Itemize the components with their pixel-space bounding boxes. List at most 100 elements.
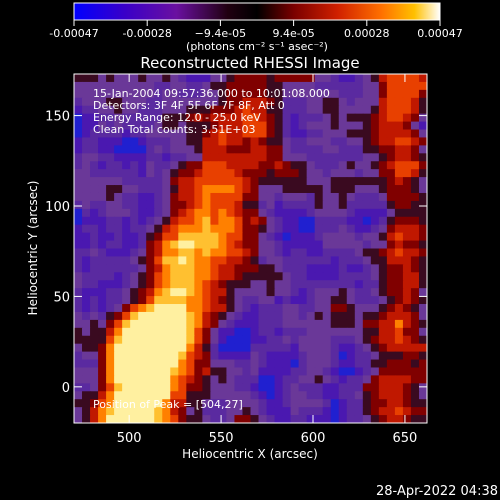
heatmap-cell [370, 97, 380, 107]
heatmap-cell [306, 97, 316, 107]
heatmap-cell [114, 288, 123, 297]
heatmap-cell [394, 367, 404, 377]
heatmap-cell [202, 399, 211, 408]
heatmap-cell [234, 311, 244, 321]
heatmap-cell [258, 105, 268, 115]
heatmap-cell [122, 129, 131, 139]
heatmap-cell [258, 192, 268, 202]
heatmap-cell [210, 200, 220, 210]
heatmap-cell [266, 327, 276, 337]
heatmap-cell [370, 121, 380, 131]
heatmap-cell [178, 343, 187, 353]
heatmap-cell [298, 81, 308, 91]
heatmap-cell [306, 224, 316, 234]
heatmap-cell [258, 153, 268, 162]
heatmap-cell [170, 224, 179, 234]
heatmap-cell [186, 335, 195, 345]
heatmap-cell [306, 391, 316, 400]
heatmap-cell [138, 89, 147, 99]
heatmap-cell [386, 272, 396, 281]
heatmap-cell [226, 280, 236, 289]
heatmap-cell [130, 327, 139, 337]
heatmap-cell [130, 343, 139, 353]
heatmap-cell [314, 121, 324, 131]
heatmap-cell [362, 311, 372, 321]
heatmap-cell [282, 192, 292, 202]
heatmap-cell [170, 367, 179, 377]
heatmap-cell [370, 335, 380, 345]
heatmap-cell [410, 74, 420, 83]
heatmap-cell [82, 121, 91, 131]
heatmap-cell [394, 216, 404, 226]
heatmap-cell [154, 391, 163, 400]
heatmap-cell [394, 105, 404, 115]
heatmap-cell [290, 264, 300, 273]
heatmap-cell [346, 335, 356, 345]
heatmap-cell [178, 74, 187, 83]
heatmap-cell [186, 81, 195, 91]
heatmap-cell [170, 185, 179, 194]
heatmap-cell [242, 129, 252, 139]
heatmap-cell [250, 153, 260, 162]
heatmap-cell [362, 383, 372, 392]
heatmap-cell [298, 407, 308, 416]
colorbar-tick-label: 0.00028 [344, 27, 390, 40]
heatmap-cell [178, 391, 187, 400]
heatmap-cell [242, 280, 252, 289]
heatmap-cell [322, 224, 332, 234]
heatmap-cell [322, 399, 332, 408]
heatmap-cell [378, 216, 388, 226]
heatmap-cell [274, 280, 284, 289]
heatmap-cell [218, 359, 228, 369]
heatmap-cell [242, 351, 252, 361]
heatmap-cell [354, 335, 364, 345]
heatmap-cell [410, 383, 420, 392]
heatmap-cell [154, 359, 163, 369]
heatmap-cell [250, 319, 260, 329]
heatmap-cell [306, 375, 316, 384]
heatmap-cell [338, 177, 348, 186]
heatmap-cell [90, 407, 99, 416]
heatmap-cell [346, 375, 356, 384]
heatmap-cell [82, 383, 91, 392]
heatmap-cell [338, 153, 348, 162]
heatmap-cell [138, 129, 147, 139]
heatmap-cell [74, 391, 83, 400]
heatmap-cell [354, 137, 364, 146]
heatmap-cell [218, 391, 228, 400]
heatmap-cell [354, 280, 364, 289]
heatmap-cell [362, 335, 372, 345]
heatmap-cell [274, 177, 284, 186]
heatmap-cell [130, 311, 139, 321]
heatmap-cell [394, 391, 404, 400]
heatmap-cell [186, 232, 195, 242]
y-tick-label: 50 [53, 290, 70, 305]
heatmap-cell [74, 383, 83, 392]
heatmap-cell [314, 319, 324, 329]
heatmap-cell [386, 208, 396, 218]
heatmap-cell [234, 407, 244, 416]
heatmap-cell [98, 272, 107, 281]
heatmap-cell [386, 129, 396, 139]
heatmap-cell [242, 240, 252, 250]
heatmap-cell [282, 359, 292, 369]
heatmap-cell [114, 129, 123, 139]
heatmap-cell [274, 89, 284, 99]
heatmap-cell [162, 407, 171, 416]
heatmap-cell [114, 89, 123, 99]
heatmap-cell [298, 272, 308, 281]
heatmap-cell [98, 351, 107, 361]
heatmap-cell [178, 288, 187, 297]
heatmap-cell [218, 240, 228, 250]
heatmap-cell [362, 288, 372, 297]
heatmap-cell [234, 327, 244, 337]
heatmap-cell [234, 335, 244, 345]
heatmap-cell [242, 137, 252, 146]
heatmap-cell [290, 153, 300, 162]
heatmap-cell [122, 407, 131, 416]
heatmap-cell [266, 216, 276, 226]
heatmap-cell [274, 137, 284, 146]
heatmap-cell [306, 383, 316, 392]
heatmap-cell [346, 145, 356, 154]
heatmap-cell [322, 89, 332, 99]
